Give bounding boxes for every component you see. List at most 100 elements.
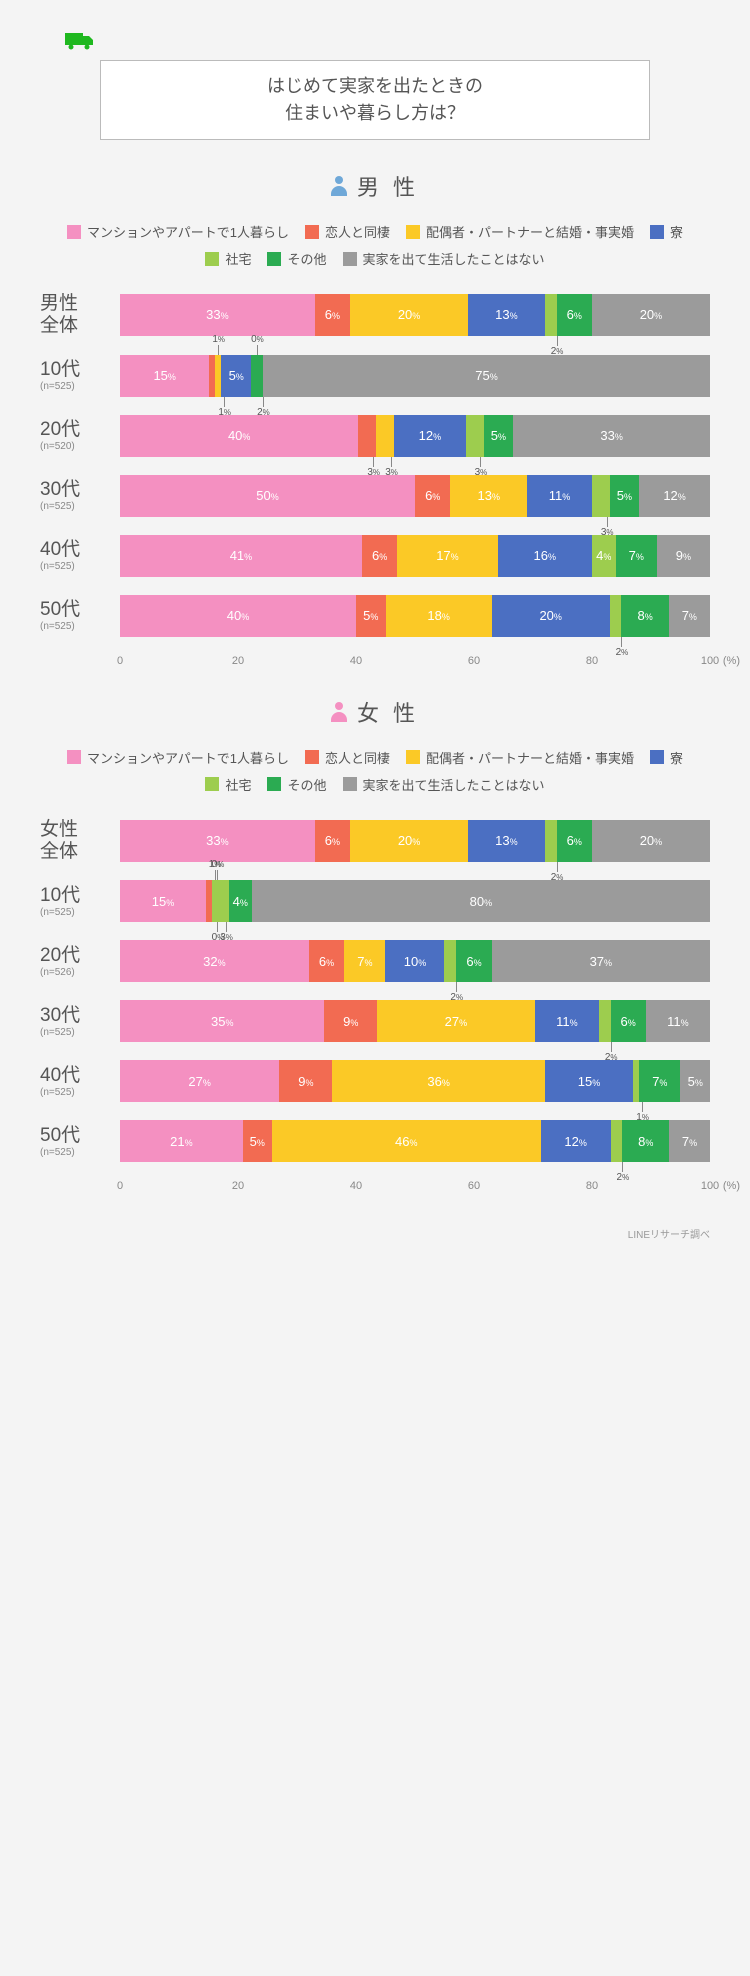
chart-row: 20代(n=526)32%6%7%10%2%6%37% xyxy=(40,940,710,982)
row-label-main: 50代 xyxy=(40,1125,120,1147)
bar-segment: 5% xyxy=(221,355,251,397)
legend-item: その他 xyxy=(267,775,326,794)
section-title-text: 男 性 xyxy=(357,170,419,202)
segment-value: 5% xyxy=(617,488,632,503)
bar-segment: 4% xyxy=(592,535,616,577)
segment-value: 5% xyxy=(363,608,378,623)
bar-segment: 8% xyxy=(622,1120,669,1162)
callout: 2% xyxy=(551,336,564,357)
bar-segment xyxy=(466,415,484,457)
bar-segment: 11% xyxy=(527,475,592,517)
segment-value: 13% xyxy=(495,307,517,322)
segment-value: 4% xyxy=(596,548,611,563)
bar-segment: 17% xyxy=(397,535,497,577)
legend-swatch xyxy=(267,252,281,266)
segment-value: 20% xyxy=(640,833,662,848)
bar-segment xyxy=(545,294,557,336)
legend-item: 寮 xyxy=(650,222,683,241)
bar-segment: 6% xyxy=(415,475,450,517)
bar-segment: 12% xyxy=(639,475,710,517)
chart-row: 女性全体33%6%20%13%2%6%20% xyxy=(40,819,710,863)
axis-unit: (%) xyxy=(723,1180,740,1192)
segment-value: 11% xyxy=(556,1014,578,1029)
bar-wrap: 33%6%20%13%2%6%20% xyxy=(120,294,710,336)
bar: 21%5%46%12%2%8%7% xyxy=(120,1120,710,1162)
x-axis: 020406080100(%) xyxy=(120,1180,710,1196)
bar-segment xyxy=(610,595,622,637)
segment-value: 6% xyxy=(425,488,440,503)
bar-segment: 40% xyxy=(120,595,356,637)
bar-segment: 10% xyxy=(385,940,444,982)
segment-value: 6% xyxy=(319,954,334,969)
segment-value: 20% xyxy=(398,833,420,848)
legend-item: 社宅 xyxy=(205,775,251,794)
legend-label: 配偶者・パートナーと結婚・事実婚 xyxy=(426,748,634,767)
bar-wrap: 32%6%7%10%2%6%37% xyxy=(120,940,710,982)
segment-value: 6% xyxy=(621,1014,636,1029)
row-label: 男性全体 xyxy=(40,293,120,337)
segment-value: 6% xyxy=(466,954,481,969)
row-label: 10代(n=525) xyxy=(40,885,120,918)
bar-segment: 21% xyxy=(120,1120,243,1162)
section-title: .pi6fa8d8::before,.pi6fa8d8::after{backg… xyxy=(40,170,710,202)
segment-value: 15% xyxy=(578,1074,600,1089)
bar: 15%1%0%0%3%4%80% xyxy=(120,880,710,922)
segment-value: 27% xyxy=(188,1074,210,1089)
legend-swatch xyxy=(406,225,420,239)
legend-item: 寮 xyxy=(650,748,683,767)
row-label: 30代(n=525) xyxy=(40,479,120,512)
bar-segment: 7% xyxy=(344,940,385,982)
bar-wrap: 35%9%27%11%2%6%11% xyxy=(120,1000,710,1042)
legend-label: マンションやアパートで1人暮らし xyxy=(87,748,289,767)
bar-wrap: 41%6%17%16%4%7%9% xyxy=(120,535,710,577)
legend-item: マンションやアパートで1人暮らし xyxy=(67,222,289,241)
segment-value: 18% xyxy=(427,608,449,623)
bar-wrap: 21%5%46%12%2%8%7% xyxy=(120,1120,710,1162)
bar-segment: 35% xyxy=(120,1000,324,1042)
row-label-sub: (n=525) xyxy=(40,1087,120,1098)
row-label: 40代(n=525) xyxy=(40,539,120,572)
segment-value: 35% xyxy=(211,1014,233,1029)
person-icon: .pif490c1::before,.pif490c1::after{backg… xyxy=(331,702,347,722)
legend-swatch xyxy=(305,225,319,239)
bar-segment: 40% xyxy=(120,415,358,457)
segment-value: 4% xyxy=(233,894,248,909)
legend-label: マンションやアパートで1人暮らし xyxy=(87,222,289,241)
bar-segment xyxy=(545,820,557,862)
segment-value: 41% xyxy=(230,548,252,563)
bar-segment: 33% xyxy=(513,415,710,457)
segment-value: 6% xyxy=(567,307,582,322)
legend-item: 実家を出て生活したことはない xyxy=(343,249,545,268)
bar-segment xyxy=(611,1120,623,1162)
axis-tick: 60 xyxy=(468,655,480,667)
title-line2: 住まいや暮らし方は？ xyxy=(141,100,609,127)
row-label: 30代(n=525) xyxy=(40,1005,120,1038)
legend-label: 社宅 xyxy=(225,775,251,794)
axis-tick: 100 xyxy=(701,1180,719,1192)
legend-item: 社宅 xyxy=(205,249,251,268)
bar-segment: 33% xyxy=(120,820,315,862)
chart-row: 50代(n=525)21%5%46%12%2%8%7% xyxy=(40,1120,710,1162)
segment-value: 11% xyxy=(549,488,571,503)
bar-segment: 6% xyxy=(315,294,350,336)
row-label-main: 30代 xyxy=(40,479,120,501)
bar-wrap: 15%1%1%5%0%2%75% xyxy=(120,355,710,397)
legend-swatch xyxy=(205,777,219,791)
bar-segment: 20% xyxy=(592,294,710,336)
bar-segment xyxy=(444,940,456,982)
segment-value: 16% xyxy=(534,548,556,563)
segment-value: 7% xyxy=(652,1074,667,1089)
bar: 50%6%13%11%3%5%12% xyxy=(120,475,710,517)
row-label: 女性全体 xyxy=(40,819,120,863)
chart-row: 20代(n=520)40%3%3%12%3%5%33% xyxy=(40,415,710,457)
bar-segment: 6% xyxy=(557,294,592,336)
bar-wrap: 15%1%0%0%3%4%80% xyxy=(120,880,710,922)
segment-value: 6% xyxy=(325,307,340,322)
segment-value: 75% xyxy=(475,368,497,383)
segment-value: 6% xyxy=(567,833,582,848)
bar-segment: 27% xyxy=(120,1060,279,1102)
segment-value: 11% xyxy=(667,1014,689,1029)
x-axis: 020406080100(%) xyxy=(120,655,710,671)
bar-segment: 11% xyxy=(646,1000,710,1042)
row-label: 50代(n=525) xyxy=(40,599,120,632)
